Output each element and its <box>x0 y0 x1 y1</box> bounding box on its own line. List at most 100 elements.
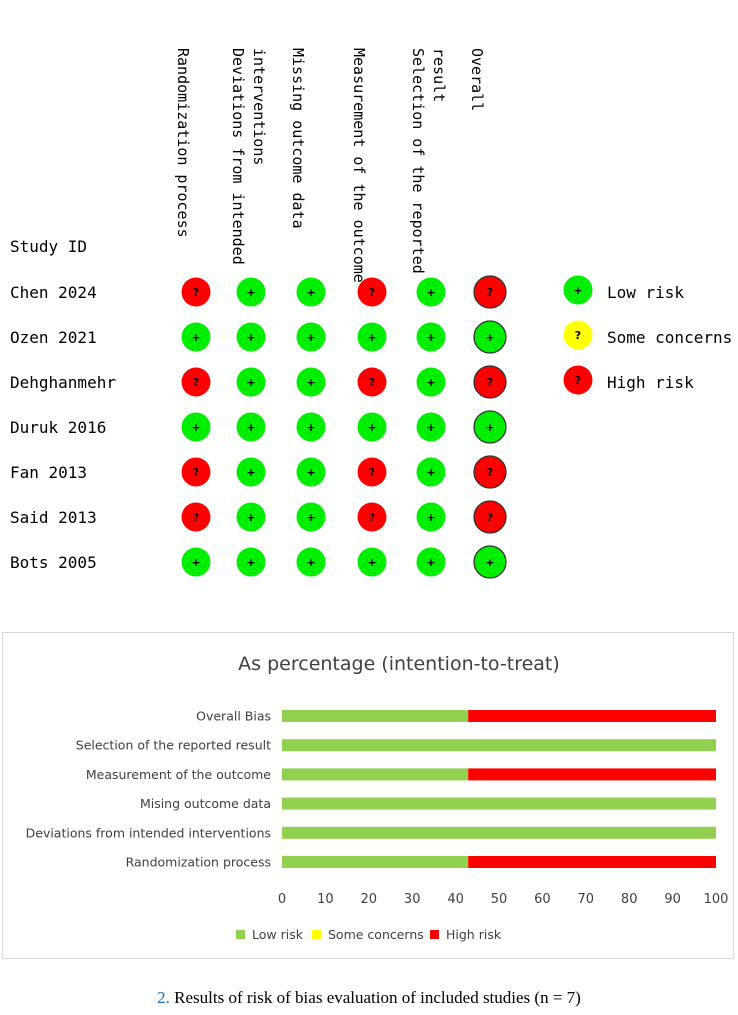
legend-symbol: ? <box>575 329 581 342</box>
judgement-symbol: + <box>485 331 494 344</box>
legend-text: High risk <box>446 927 502 942</box>
domain-header-5: Overall <box>468 48 486 111</box>
judgement-symbol: + <box>426 376 435 389</box>
judgement-symbol: + <box>306 466 315 479</box>
judgement-symbol: + <box>246 556 255 569</box>
bar-segment <box>282 768 469 781</box>
judgement-dot-high: ? <box>473 455 507 489</box>
domain-header-1-line1: interventions <box>250 48 268 165</box>
judgement-dot-low: + <box>296 277 326 307</box>
judgement-symbol: ? <box>487 511 493 524</box>
judgement-symbol: + <box>367 556 376 569</box>
category-label: Selection of the reported result <box>76 738 271 753</box>
judgement-dot-low: + <box>416 457 446 487</box>
study-label: Dehghanmehr <box>10 373 116 392</box>
judgement-symbol: ? <box>487 286 493 299</box>
figure-caption: 2. Results of risk of bias evaluation of… <box>0 988 738 1008</box>
judgement-dot-low: + <box>236 277 266 307</box>
judgement-symbol: + <box>426 511 435 524</box>
chart-title: As percentage (intention-to-treat) <box>238 653 560 675</box>
summary-chart-panel: As percentage (intention-to-treat) Overa… <box>2 632 734 959</box>
judgement-dot-low: + <box>473 545 507 579</box>
judgement-dot-high: ? <box>357 277 387 307</box>
study-label: Fan 2013 <box>10 463 87 482</box>
x-tick-label: 0 <box>278 892 286 907</box>
judgement-dot-low: + <box>473 320 507 354</box>
legend-label: High risk <box>607 373 694 392</box>
category-label: Overall Bias <box>196 709 271 724</box>
caption-number: 2. <box>157 988 170 1007</box>
judgement-symbol: + <box>426 421 435 434</box>
judgement-dot-high: ? <box>181 457 211 487</box>
judgement-dot-low: + <box>236 367 266 397</box>
x-tick-label: 70 <box>578 892 595 907</box>
judgement-symbol: ? <box>369 511 375 524</box>
domain-header-4-line1: result <box>430 48 448 102</box>
judgement-dot-high: ? <box>473 500 507 534</box>
judgement-symbol: + <box>191 331 200 344</box>
judgement-dot-low: + <box>416 502 446 532</box>
legend-label: Some concerns <box>607 328 732 347</box>
x-tick-label: 40 <box>447 892 464 907</box>
judgement-dot-low: + <box>236 502 266 532</box>
legend-symbol: ? <box>575 374 581 387</box>
judgement-dot-low: + <box>416 322 446 352</box>
x-tick-label: 80 <box>621 892 638 907</box>
category-labels: Overall Bias Selection of the reported re… <box>26 709 272 870</box>
judgement-dot-low: + <box>296 547 326 577</box>
x-tick-label: 10 <box>317 892 334 907</box>
judgement-dot-low: + <box>236 412 266 442</box>
judgement-symbol: + <box>426 286 435 299</box>
judgement-dot-low: + <box>296 412 326 442</box>
judgement-dot-low: + <box>357 547 387 577</box>
judgement-dot-high: ? <box>357 502 387 532</box>
judgement-dot-low: + <box>181 547 211 577</box>
domain-header-3: Measurement of the outcome <box>350 48 368 283</box>
judgement-dot-low: + <box>416 277 446 307</box>
judgement-symbol: + <box>191 556 200 569</box>
legend-symbol: + <box>573 284 582 297</box>
chart-legend: Low risk Some concerns High risk <box>236 927 502 942</box>
judgement-symbol: + <box>306 331 315 344</box>
study-label: Duruk 2016 <box>10 418 106 437</box>
judgement-symbol: + <box>191 421 200 434</box>
judgement-symbol: ? <box>193 286 199 299</box>
judgement-dot-low: + <box>473 410 507 444</box>
judgement-symbol: ? <box>193 376 199 389</box>
judgement-symbol: + <box>306 511 315 524</box>
judgement-dot-low: + <box>357 322 387 352</box>
category-label: Measurement of the outcome <box>86 767 271 782</box>
domain-headers: Randomization process Deviations from int… <box>174 48 486 283</box>
judgement-symbol: ? <box>487 376 493 389</box>
judgement-symbol: + <box>306 286 315 299</box>
x-axis: 0 10 20 30 40 50 60 70 80 90 100 <box>278 892 729 907</box>
x-tick-label: 60 <box>534 892 551 907</box>
study-id-header: Study ID <box>10 237 87 256</box>
x-tick-label: 20 <box>361 892 378 907</box>
category-label: Deviations from intended interventions <box>26 825 271 840</box>
judgement-dot-low: + <box>296 367 326 397</box>
judgement-symbol: ? <box>369 466 375 479</box>
judgement-dot-low: + <box>357 412 387 442</box>
judgement-dot-low: + <box>416 547 446 577</box>
judgement-symbol: + <box>426 331 435 344</box>
judgement-dot-low: + <box>416 367 446 397</box>
judgement-symbol: ? <box>369 286 375 299</box>
judgement-dot-high: ? <box>357 367 387 397</box>
judgement-dot-low: + <box>296 322 326 352</box>
x-tick-label: 50 <box>491 892 508 907</box>
legend-text: Low risk <box>252 927 304 942</box>
summary-bar-chart: As percentage (intention-to-treat) Overa… <box>26 653 729 942</box>
judgement-dot-high: ? <box>181 367 211 397</box>
legend-label: Low risk <box>607 283 684 302</box>
bar-segment <box>282 856 469 868</box>
category-label: Mising outcome data <box>140 796 271 811</box>
judgement-symbol: + <box>246 286 255 299</box>
judgement-symbol: + <box>306 376 315 389</box>
judgement-dot-low: + <box>296 457 326 487</box>
study-label: Ozen 2021 <box>10 328 97 347</box>
judgement-dot-low: + <box>181 412 211 442</box>
judgement-symbol: + <box>246 331 255 344</box>
judgement-symbol: ? <box>193 466 199 479</box>
domain-header-2: Missing outcome data <box>289 48 307 229</box>
